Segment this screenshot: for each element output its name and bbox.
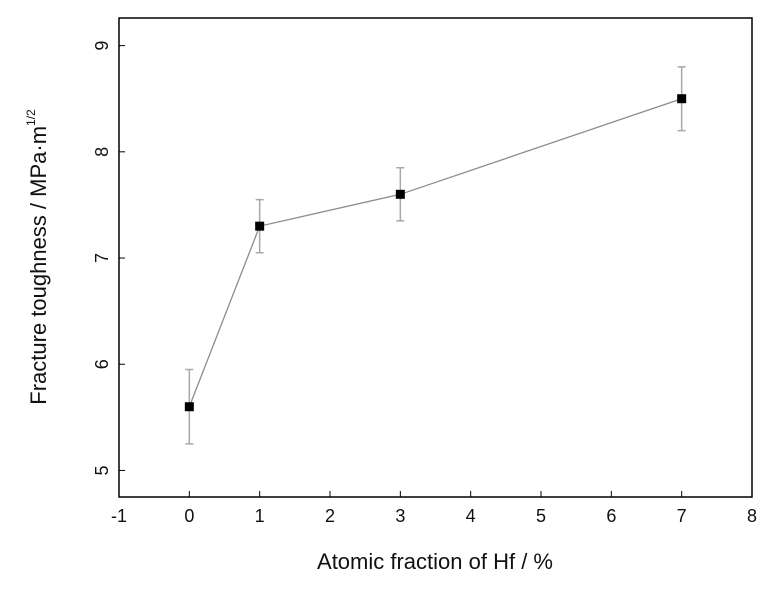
y-tick-label: 9	[92, 41, 112, 51]
x-tick-label: 2	[325, 506, 335, 526]
y-tick-label: 8	[92, 147, 112, 157]
x-tick-label: 3	[395, 506, 405, 526]
x-axis-label: Atomic fraction of Hf / %	[317, 549, 553, 574]
x-tick-label: 5	[536, 506, 546, 526]
data-point	[184, 402, 194, 412]
y-axis-label-main: Fracture toughness / MPa·m	[26, 126, 51, 405]
data-point	[255, 221, 265, 231]
data-point	[395, 189, 405, 199]
x-tick-label: -1	[111, 506, 127, 526]
data-point	[677, 94, 687, 104]
data-line	[188, 98, 682, 407]
x-tick-label: 6	[606, 506, 616, 526]
x-tick-label: 0	[184, 506, 194, 526]
x-tick-label: 7	[677, 506, 687, 526]
x-tick-label: 8	[747, 506, 757, 526]
y-tick-label: 7	[92, 253, 112, 263]
y-axis-label: Fracture toughness / MPa·m1/2	[24, 109, 51, 405]
x-tick-label: 4	[466, 506, 476, 526]
y-tick-label: 5	[92, 465, 112, 475]
x-tick-label: 1	[255, 506, 265, 526]
y-axis-label-superscript: 1/2	[24, 109, 38, 126]
plot-frame	[118, 17, 753, 498]
y-tick-label: 6	[92, 359, 112, 369]
